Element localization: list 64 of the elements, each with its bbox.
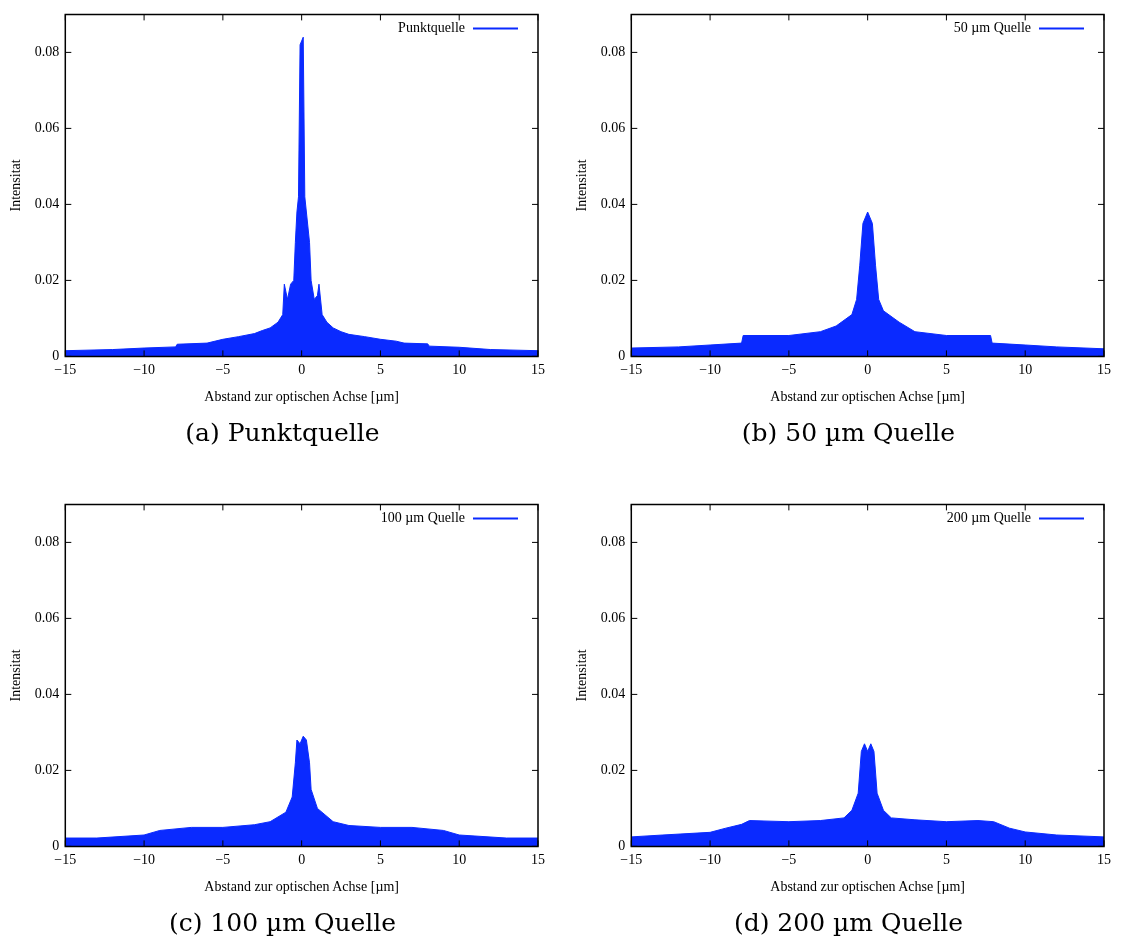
x-tick-label: 0 <box>298 852 306 868</box>
x-tick-label: −10 <box>699 852 722 868</box>
x-tick-label: 0 <box>864 852 872 868</box>
x-axis-title: Abstand zur optischen Achse [µm] <box>204 389 399 405</box>
y-tick-label: 0.06 <box>34 120 60 136</box>
x-tick-label: 5 <box>942 852 950 868</box>
y-tick-label: 0.08 <box>600 534 626 550</box>
y-tick-label: 0.08 <box>34 44 60 60</box>
y-tick-label: 0 <box>52 838 60 854</box>
y-tick-label: 0.04 <box>600 686 626 702</box>
x-tick-label: −15 <box>54 852 77 868</box>
y-tick-label: 0.02 <box>34 762 60 778</box>
y-tick-label: 0 <box>618 838 626 854</box>
y-axis-title: Intensitat <box>574 649 590 702</box>
x-axis-title: Abstand zur optischen Achse [µm] <box>770 879 965 895</box>
y-tick-label: 0.02 <box>34 272 60 288</box>
y-tick-label: 0.04 <box>34 686 60 702</box>
x-tick-label: −5 <box>215 362 231 378</box>
y-tick-label: 0.06 <box>600 610 626 626</box>
x-tick-label: −5 <box>781 362 797 378</box>
x-tick-label: 5 <box>376 852 384 868</box>
x-tick-label: −5 <box>215 852 231 868</box>
y-tick-label: 0 <box>618 348 626 364</box>
text: (d) 200 µm Quelle <box>732 908 965 937</box>
y-tick-label: 0.08 <box>34 534 60 550</box>
x-tick-label: 10 <box>452 852 467 868</box>
y-tick-label: 0.02 <box>600 272 626 288</box>
legend-label: 100 µm Quelle <box>380 510 465 526</box>
y-tick-label: 0.06 <box>600 120 626 136</box>
y-tick-label: 0.08 <box>600 44 626 60</box>
x-axis-title: Abstand zur optischen Achse [µm] <box>204 879 399 895</box>
legend-label: 200 µm Quelle <box>946 510 1031 526</box>
x-tick-label: 5 <box>376 362 384 378</box>
x-axis-title: Abstand zur optischen Achse [µm] <box>770 389 965 405</box>
y-axis-title: Intensitat <box>574 159 590 212</box>
x-tick-label: −10 <box>133 852 156 868</box>
text: (a) Punktquelle <box>184 418 381 447</box>
x-tick-label: −15 <box>620 852 643 868</box>
x-tick-label: 10 <box>1018 362 1033 378</box>
x-tick-label: −5 <box>781 852 797 868</box>
y-tick-label: 0.04 <box>600 196 626 212</box>
y-axis-title: Intensitat <box>8 159 24 212</box>
x-tick-label: 0 <box>298 362 306 378</box>
x-tick-label: 0 <box>864 362 872 378</box>
legend-label: Punktquelle <box>398 20 465 36</box>
x-tick-label: −15 <box>54 362 77 378</box>
text: (b) 50 µm Quelle <box>740 418 957 447</box>
x-tick-label: 10 <box>1018 852 1033 868</box>
x-tick-label: 5 <box>942 362 950 378</box>
x-tick-label: 10 <box>452 362 467 378</box>
x-tick-label: 15 <box>531 362 545 378</box>
x-tick-label: 15 <box>1097 362 1111 378</box>
y-tick-label: 0.02 <box>600 762 626 778</box>
x-tick-label: −15 <box>620 362 643 378</box>
legend-label: 50 µm Quelle <box>953 20 1031 36</box>
x-tick-label: 15 <box>531 852 545 868</box>
y-tick-label: 0 <box>52 348 60 364</box>
y-tick-label: 0.06 <box>34 610 60 626</box>
x-tick-label: −10 <box>699 362 722 378</box>
y-axis-title: Intensitat <box>8 649 24 702</box>
y-tick-label: 0.04 <box>34 196 60 212</box>
text: (c) 100 µm Quelle <box>167 908 398 937</box>
x-tick-label: −10 <box>133 362 156 378</box>
x-tick-label: 15 <box>1097 852 1111 868</box>
